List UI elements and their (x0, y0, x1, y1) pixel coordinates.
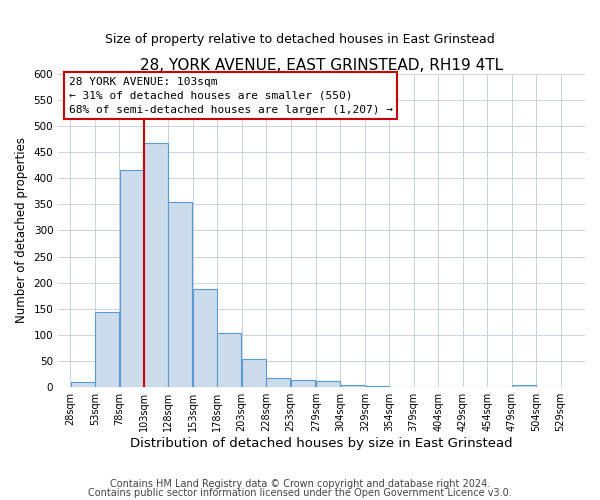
Bar (119, 170, 143, 387)
Bar (217, 333, 241, 387)
Bar (95, 312, 119, 387)
Bar (389, 386, 413, 387)
Bar (169, 202, 193, 387)
Bar (439, 386, 463, 387)
Bar (144, 143, 168, 387)
Bar (266, 378, 290, 387)
Text: Contains HM Land Registry data © Crown copyright and database right 2024.: Contains HM Land Registry data © Crown c… (110, 479, 490, 489)
Bar (291, 380, 315, 387)
Bar (341, 384, 365, 387)
Title: 28, YORK AVENUE, EAST GRINSTEAD, RH19 4TL: 28, YORK AVENUE, EAST GRINSTEAD, RH19 4T… (140, 58, 503, 72)
Bar (512, 384, 536, 387)
Bar (414, 386, 438, 387)
X-axis label: Distribution of detached houses by size in East Grinstead: Distribution of detached houses by size … (130, 437, 513, 450)
Bar (316, 382, 340, 387)
Text: 28 YORK AVENUE: 103sqm
← 31% of detached houses are smaller (550)
68% of semi-de: 28 YORK AVENUE: 103sqm ← 31% of detached… (69, 77, 393, 115)
Bar (365, 386, 389, 387)
Bar (71, 382, 95, 387)
Text: Size of property relative to detached houses in East Grinstead: Size of property relative to detached ho… (105, 32, 495, 46)
Bar (193, 290, 217, 387)
Text: Contains public sector information licensed under the Open Government Licence v3: Contains public sector information licen… (88, 488, 512, 498)
Y-axis label: Number of detached properties: Number of detached properties (15, 138, 28, 324)
Bar (242, 359, 266, 387)
